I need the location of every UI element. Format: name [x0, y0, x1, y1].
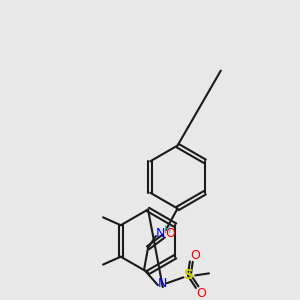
Text: S: S	[184, 268, 194, 282]
Text: H: H	[164, 225, 171, 235]
Text: N: N	[158, 277, 167, 290]
Text: O: O	[166, 226, 176, 240]
Text: O: O	[196, 286, 206, 300]
Text: N: N	[156, 226, 166, 240]
Text: O: O	[190, 249, 200, 262]
